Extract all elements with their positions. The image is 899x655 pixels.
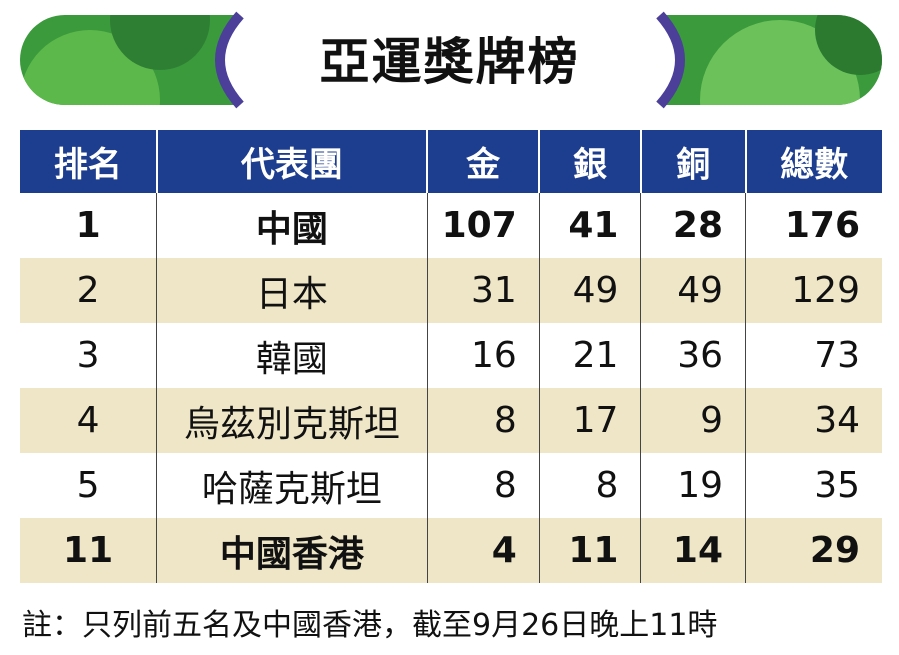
rank: 2 xyxy=(76,270,100,311)
medal-count: 34 xyxy=(745,388,882,453)
rank: 4 xyxy=(76,400,100,441)
column-header: 排名 xyxy=(20,130,157,193)
column-header: 銀 xyxy=(538,130,641,193)
team-name: 哈薩克斯坦 xyxy=(156,453,428,518)
table-row: 1 中國 107 41 28 176 xyxy=(20,193,882,258)
table-row: 11 中國香港 4 11 14 29 xyxy=(20,518,882,583)
rank: 3 xyxy=(76,335,100,376)
title: 亞運獎牌榜 xyxy=(319,33,580,91)
medal-count: 21 xyxy=(538,323,641,388)
header-row: 排名 代表團金銀銅總數 xyxy=(20,130,882,193)
medal-count: 9 xyxy=(640,388,746,453)
medal-table: 排名 代表團金銀銅總數 1 中國 107 41 28 176 2 日本 31 49 49 129 3 韓國 1… xyxy=(20,130,882,583)
medal-count: 28 xyxy=(640,193,746,258)
banner xyxy=(20,11,882,109)
team-name: 中國香港 xyxy=(156,518,428,583)
column-header: 代表團 xyxy=(155,130,428,193)
table-row: 2 日本 31 49 49 129 xyxy=(20,258,882,323)
medal-count: 31 xyxy=(426,258,540,323)
medal-count: 35 xyxy=(745,453,882,518)
column-header: 金 xyxy=(426,130,540,193)
team-name: 日本 xyxy=(156,258,428,323)
medal-count: 8 xyxy=(426,453,540,518)
table-row: 5 哈薩克斯坦 8 8 19 35 xyxy=(20,453,882,518)
rank: 1 xyxy=(75,205,101,246)
footnote: 註：只列前五名及中國香港，截至9月26日晚上11時 xyxy=(22,608,718,643)
medal-count: 41 xyxy=(538,193,641,258)
table-row: 4 烏茲別克斯坦 8 17 9 34 xyxy=(20,388,882,453)
medal-count: 107 xyxy=(426,193,540,258)
medal-count: 29 xyxy=(745,518,882,583)
medal-count: 14 xyxy=(640,518,746,583)
team-name: 韓國 xyxy=(156,323,428,388)
medal-count: 11 xyxy=(538,518,641,583)
medal-count: 176 xyxy=(745,193,882,258)
team-name: 烏茲別克斯坦 xyxy=(156,388,428,453)
team-name: 中國 xyxy=(156,193,428,258)
medal-count: 17 xyxy=(538,388,641,453)
medal-count: 49 xyxy=(538,258,641,323)
column-header: 總數 xyxy=(744,130,882,193)
medal-count: 16 xyxy=(426,323,540,388)
medal-count: 36 xyxy=(640,323,746,388)
medal-count: 19 xyxy=(640,453,746,518)
column-header: 銅 xyxy=(639,130,746,193)
medal-count: 4 xyxy=(426,518,540,583)
rank: 5 xyxy=(76,465,100,506)
medal-count: 8 xyxy=(426,388,540,453)
medal-count: 129 xyxy=(745,258,882,323)
medal-count: 73 xyxy=(745,323,882,388)
table-row: 3 韓國 16 21 36 73 xyxy=(20,323,882,388)
medal-count: 8 xyxy=(538,453,641,518)
rank: 11 xyxy=(63,530,114,571)
medal-count: 49 xyxy=(640,258,746,323)
